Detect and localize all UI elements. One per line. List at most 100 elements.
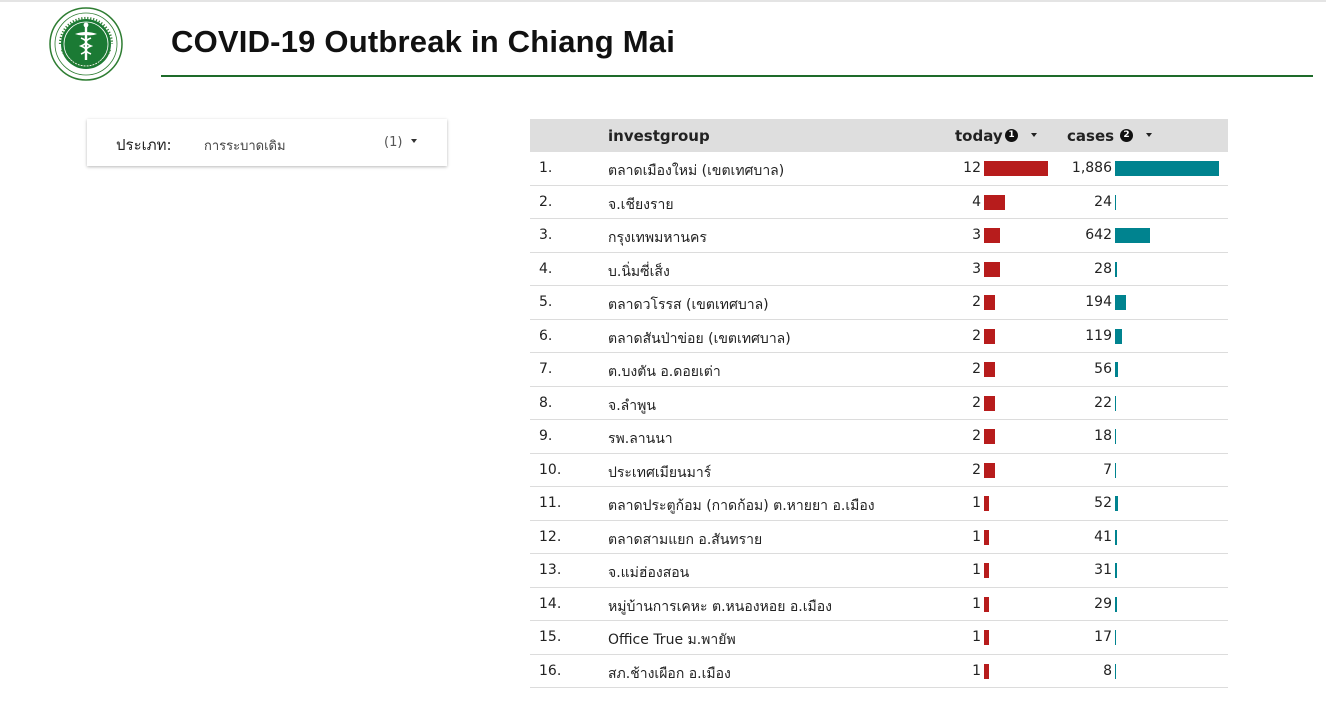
today-value: 2: [972, 361, 981, 377]
row-index: 8.: [539, 394, 553, 411]
today-bar: [984, 295, 995, 310]
type-filter-dropdown[interactable]: ประเภท: การระบาดเดิม (1): [87, 119, 447, 166]
investgroup-cell: Office True ม.พายัพ: [608, 632, 736, 648]
row-index: 3.: [539, 227, 553, 243]
cases-bar: [1115, 161, 1219, 176]
cases-value: 22: [1094, 394, 1112, 411]
health-department-logo: [49, 7, 123, 81]
filter-value: การระบาดเดิม: [204, 139, 286, 154]
today-bar: [984, 328, 995, 344]
column-header-investgroup[interactable]: investgroup: [608, 127, 710, 145]
today-value: 2: [972, 461, 981, 478]
sort-caret-icon[interactable]: [1146, 133, 1152, 137]
table-row[interactable]: 14. หมู่บ้านการเคหะ ต.หนองหอย อ.เมือง 1 29: [530, 588, 1228, 621]
today-value: 2: [972, 428, 981, 444]
today-value: 1: [972, 562, 981, 578]
cases-value: 194: [1085, 294, 1112, 310]
table-row[interactable]: 6. ตลาดสันป่าข่อย (เขตเทศบาล) 2 119: [530, 320, 1228, 353]
cases-value: 1,886: [1071, 160, 1112, 176]
filter-selection-count: (1): [384, 135, 403, 150]
table-row[interactable]: 1. ตลาดเมืองใหม่ (เขตเทศบาล) 12 1,886: [530, 152, 1228, 186]
today-bar: [984, 563, 990, 578]
cases-bar: [1115, 328, 1122, 344]
table-row[interactable]: 12. ตลาดสามแยก อ.สันทราย 1 41: [530, 521, 1228, 554]
today-value: 1: [972, 528, 981, 545]
cases-value: 8: [1103, 662, 1112, 679]
table-row[interactable]: 9. รพ.ลานนา 2 18: [530, 420, 1228, 454]
today-value: 3: [972, 260, 981, 277]
cases-bar: [1115, 194, 1117, 210]
investgroup-cell: ตลาดเมืองใหม่ (เขตเทศบาล): [608, 163, 785, 179]
cases-value: 119: [1085, 327, 1112, 344]
table-row[interactable]: 10. ประเทศเมียนมาร์ 2 7: [530, 454, 1228, 487]
table-row[interactable]: 5. ตลาดวโรรส (เขตเทศบาล) 2 194: [530, 286, 1228, 320]
row-index: 13.: [539, 562, 562, 578]
row-index: 2.: [539, 193, 553, 210]
row-index: 5.: [539, 294, 553, 310]
investgroup-cell: ตลาดสันป่าข่อย (เขตเทศบาล): [608, 330, 791, 347]
sort-order-badge-cases: 2: [1120, 129, 1133, 142]
today-value: 2: [972, 327, 981, 344]
column-header-today[interactable]: today: [955, 127, 1003, 145]
today-value: 2: [972, 294, 981, 310]
cases-bar: [1115, 362, 1119, 377]
row-index: 6.: [539, 327, 553, 344]
investgroup-cell: บ.นิ่มซี่เส็ง: [608, 263, 670, 280]
cases-value: 24: [1094, 193, 1112, 210]
table-row[interactable]: 13. จ.แม่ฮ่องสอน 1 31: [530, 554, 1228, 588]
investgroup-cell: ตลาดประตูก้อม (กาดก้อม) ต.หายยา อ.เมือง: [608, 498, 875, 514]
cases-value: 56: [1094, 361, 1112, 377]
cases-bar: [1115, 596, 1117, 612]
table-row[interactable]: 2. จ.เชียงราย 4 24: [530, 186, 1228, 219]
title-underline: [161, 75, 1313, 77]
investgroup-table: investgroup today 1 cases 2 1. ตลาดเมืองใ…: [530, 119, 1228, 688]
cases-value: 7: [1103, 461, 1112, 478]
cases-bar: [1115, 295, 1126, 310]
today-bar: [984, 663, 990, 679]
table-row[interactable]: 8. จ.ลำพูน 2 22: [530, 387, 1228, 420]
investgroup-cell: ตลาดสามแยก อ.สันทราย: [608, 531, 763, 548]
today-value: 2: [972, 394, 981, 411]
row-index: 9.: [539, 428, 553, 444]
today-bar: [984, 228, 1000, 243]
cases-value: 52: [1094, 495, 1112, 511]
today-bar: [984, 395, 995, 411]
table-row[interactable]: 15. Office True ม.พายัพ 1 17: [530, 621, 1228, 655]
cases-value: 28: [1094, 260, 1112, 277]
row-index: 15.: [539, 629, 562, 645]
filter-label: ประเภท:: [116, 136, 172, 154]
sort-caret-icon[interactable]: [1031, 133, 1037, 137]
table-row[interactable]: 7. ต.บงตัน อ.ดอยเต่า 2 56: [530, 353, 1228, 387]
investgroup-cell: รพ.ลานนา: [608, 431, 673, 447]
table-row[interactable]: 3. กรุงเทพมหานคร 3 642: [530, 219, 1228, 253]
today-value: 1: [972, 662, 981, 679]
today-bar: [984, 362, 995, 377]
today-bar: [984, 161, 1048, 176]
cases-bar: [1115, 563, 1117, 578]
investgroup-cell: ต.บงตัน อ.ดอยเต่า: [608, 364, 721, 380]
today-bar: [984, 596, 990, 612]
cases-bar: [1115, 663, 1116, 679]
cases-value: 41: [1094, 528, 1112, 545]
table-row[interactable]: 11. ตลาดประตูก้อม (กาดก้อม) ต.หายยา อ.เมื…: [530, 487, 1228, 521]
chevron-down-icon: [411, 139, 417, 143]
today-value: 1: [972, 595, 981, 612]
investgroup-cell: จ.เชียงราย: [608, 196, 674, 213]
cases-bar: [1115, 395, 1117, 411]
cases-bar: [1115, 429, 1116, 444]
investgroup-cell: จ.ลำพูน: [608, 397, 656, 414]
table-row[interactable]: 16. สภ.ช้างเผือก อ.เมือง 1 8: [530, 655, 1228, 688]
today-value: 4: [972, 193, 981, 210]
row-index: 1.: [539, 160, 553, 176]
sort-order-badge-today: 1: [1005, 129, 1018, 142]
column-header-cases[interactable]: cases: [1067, 127, 1115, 145]
investgroup-cell: หมู่บ้านการเคหะ ต.หนองหอย อ.เมือง: [608, 598, 832, 615]
cases-bar: [1115, 228, 1151, 243]
cases-value: 17: [1094, 629, 1112, 645]
investgroup-cell: สภ.ช้างเผือก อ.เมือง: [608, 665, 731, 682]
table-row[interactable]: 4. บ.นิ่มซี่เส็ง 3 28: [530, 253, 1228, 286]
row-index: 4.: [539, 260, 553, 277]
row-index: 7.: [539, 361, 553, 377]
row-index: 12.: [539, 528, 562, 545]
today-bar: [984, 261, 1000, 277]
